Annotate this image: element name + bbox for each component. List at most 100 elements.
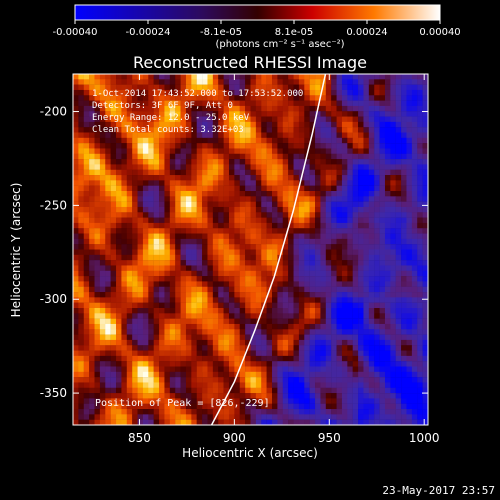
- heatmap-cell: [298, 323, 305, 330]
- heatmap-cell: [207, 377, 214, 383]
- heatmap-cell: [196, 116, 203, 123]
- heatmap-cell: [331, 355, 337, 362]
- heatmap-cell: [363, 387, 370, 394]
- heatmap-cell: [212, 260, 219, 266]
- heatmap-cell: [331, 95, 337, 101]
- heatmap-cell: [110, 116, 117, 123]
- heatmap-cell: [175, 345, 181, 351]
- heatmap-cell: [255, 323, 262, 330]
- heatmap-cell: [325, 249, 332, 256]
- heatmap-cell: [228, 334, 235, 341]
- heatmap-cell: [261, 185, 267, 192]
- heatmap-cell: [142, 323, 149, 330]
- heatmap-cell: [250, 276, 257, 282]
- heatmap-cell: [358, 74, 364, 80]
- heatmap-cell: [159, 345, 165, 351]
- heatmap-cell: [110, 164, 117, 170]
- heatmap-cell: [282, 286, 289, 293]
- heatmap-cell: [374, 350, 380, 357]
- heatmap-cell: [336, 175, 343, 181]
- heatmap-cell: [298, 137, 305, 144]
- heatmap-cell: [207, 191, 214, 197]
- heatmap-cell: [153, 350, 160, 357]
- heatmap-cell: [223, 233, 230, 240]
- heatmap-cell: [94, 377, 101, 383]
- heatmap-cell: [325, 143, 332, 149]
- heatmap-cell: [288, 196, 294, 202]
- heatmap-cell: [352, 196, 359, 202]
- heatmap-cell: [148, 84, 154, 91]
- heatmap-cell: [228, 79, 235, 85]
- heatmap-cell: [417, 292, 423, 298]
- heatmap-cell: [293, 105, 300, 112]
- heatmap-cell: [401, 313, 407, 319]
- heatmap-cell: [83, 270, 90, 277]
- heatmap-cell: [401, 116, 407, 123]
- heatmap-cell: [94, 127, 101, 133]
- heatmap-cell: [116, 159, 122, 165]
- heatmap-cell: [304, 238, 310, 245]
- heatmap-cell: [239, 127, 246, 133]
- heatmap-cell: [185, 191, 192, 197]
- heatmap-cell: [411, 100, 418, 107]
- heatmap-cell: [411, 371, 418, 378]
- heatmap-cell: [315, 89, 321, 96]
- heatmap-cell: [266, 233, 273, 240]
- heatmap-cell: [223, 153, 230, 160]
- heatmap-cell: [164, 217, 171, 224]
- heatmap-cell: [304, 377, 310, 383]
- heatmap-cell: [352, 143, 359, 149]
- heatmap-cell: [363, 270, 370, 277]
- heatmap-cell: [234, 403, 240, 410]
- heatmap-cell: [153, 244, 160, 250]
- heatmap-cell: [255, 191, 262, 197]
- heatmap-cell: [406, 105, 413, 112]
- heatmap-cell: [422, 143, 428, 149]
- heatmap-cell: [336, 382, 343, 388]
- heatmap-cell: [169, 100, 176, 107]
- heatmap-cell: [223, 238, 230, 245]
- heatmap-cell: [121, 175, 127, 181]
- heatmap-cell: [78, 111, 84, 117]
- heatmap-cell: [175, 201, 181, 208]
- heatmap-cell: [228, 222, 235, 229]
- heatmap-cell: [105, 334, 111, 341]
- heatmap-cell: [282, 100, 289, 107]
- heatmap-cell: [99, 238, 106, 245]
- heatmap-cell: [239, 276, 246, 282]
- heatmap-cell: [223, 265, 230, 271]
- heatmap-cell: [325, 334, 332, 341]
- heatmap-cell: [331, 270, 337, 277]
- heatmap-cell: [121, 217, 127, 224]
- heatmap-cell: [250, 191, 257, 197]
- heatmap-cell: [255, 371, 262, 378]
- heatmap-cell: [239, 286, 246, 293]
- heatmap-cell: [164, 228, 171, 234]
- heatmap-cell: [164, 339, 171, 346]
- heatmap-cell: [132, 302, 138, 309]
- heatmap-cell: [336, 185, 343, 192]
- heatmap-cell: [185, 387, 192, 394]
- heatmap-cell: [363, 159, 370, 165]
- heatmap-cell: [169, 350, 176, 357]
- heatmap-cell: [395, 339, 402, 346]
- heatmap-cell: [379, 121, 386, 128]
- heatmap-cell: [159, 206, 165, 213]
- heatmap-cell: [94, 350, 101, 357]
- heatmap-cell: [148, 116, 154, 123]
- heatmap-cell: [390, 308, 396, 314]
- heatmap-cell: [180, 191, 187, 197]
- heatmap-cell: [142, 132, 149, 139]
- heatmap-cell: [255, 350, 262, 357]
- heatmap-cell: [169, 387, 176, 394]
- heatmap-cell: [234, 244, 240, 250]
- heatmap-cell: [411, 201, 418, 208]
- heatmap-cell: [358, 238, 364, 245]
- heatmap-cell: [185, 297, 192, 303]
- heatmap-cell: [180, 318, 187, 325]
- peak-position-text: Position of Peak = [826,-229]: [95, 398, 270, 409]
- heatmap-cell: [73, 371, 79, 378]
- heatmap-cell: [132, 111, 138, 117]
- heatmap-cell: [196, 84, 203, 91]
- heatmap-cell: [228, 164, 235, 170]
